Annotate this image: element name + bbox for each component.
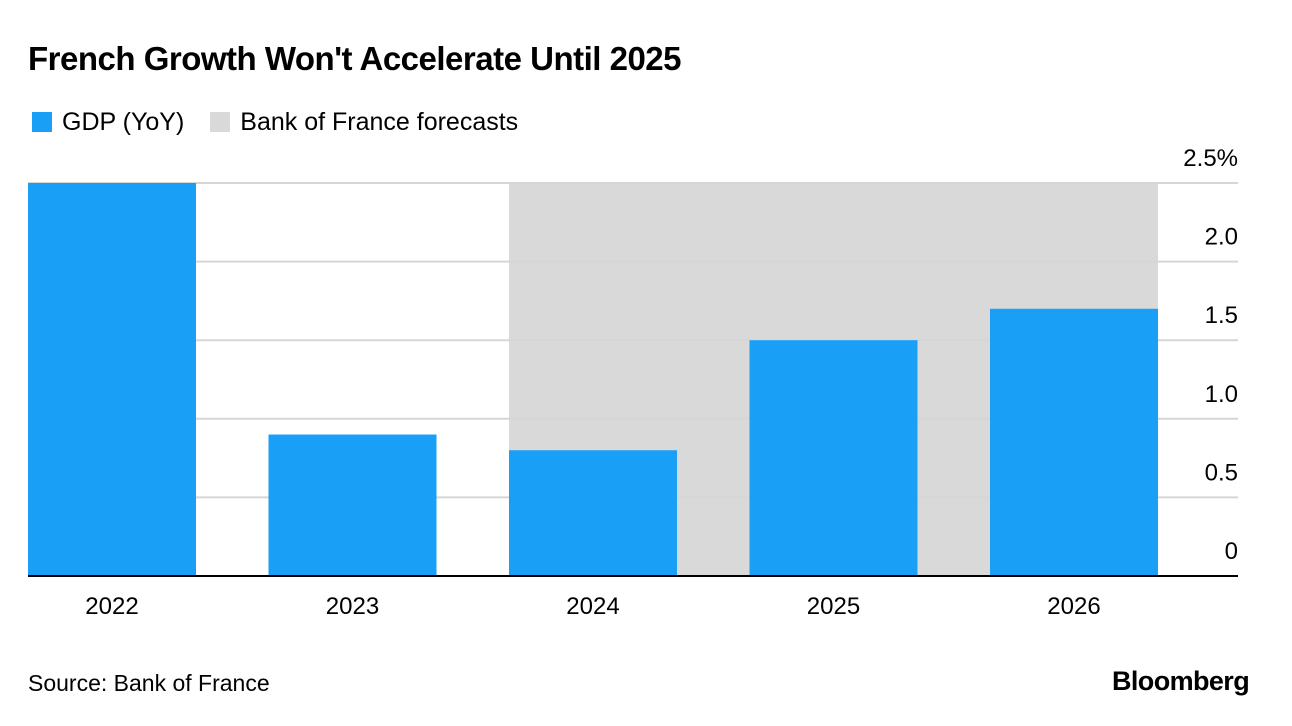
x-tick-label-2022: 2022 (85, 593, 138, 620)
bar-2026 (990, 308, 1158, 576)
x-tick-label-2026: 2026 (1047, 593, 1100, 620)
y-tick-label-2: 1.0 (1205, 381, 1238, 408)
legend-label-forecasts: Bank of France forecasts (240, 107, 519, 136)
chart-title: French Growth Won't Accelerate Until 202… (28, 40, 682, 77)
legend-label-gdp: GDP (YoY) (62, 107, 185, 136)
y-tick-label-4: 2.0 (1205, 224, 1238, 251)
bar-2025 (749, 340, 918, 576)
bar-2023 (268, 434, 437, 576)
y-tick-label-0: 0 (1225, 538, 1238, 565)
bar-2024 (509, 450, 677, 576)
legend-item-gdp: GDP (YoY) (32, 108, 184, 137)
x-tick-label-2024: 2024 (566, 593, 619, 620)
chart-legend: GDP (YoY) Bank of France forecasts (32, 106, 544, 138)
legend-swatch-forecasts (210, 112, 231, 132)
x-tick-label-2025: 2025 (807, 593, 860, 620)
legend-swatch-gdp (32, 112, 52, 132)
y-tick-label-1: 0.5 (1205, 459, 1238, 486)
source-note: Source: Bank of France (28, 670, 270, 696)
y-tick-label-5: 2.5% (1183, 145, 1238, 172)
x-tick-label-2023: 2023 (326, 593, 379, 620)
legend-item-forecasts: Bank of France forecasts (210, 108, 518, 137)
bar-2022 (28, 183, 196, 576)
y-tick-label-3: 1.5 (1205, 302, 1238, 329)
bloomberg-logo: Bloomberg (1112, 666, 1250, 696)
